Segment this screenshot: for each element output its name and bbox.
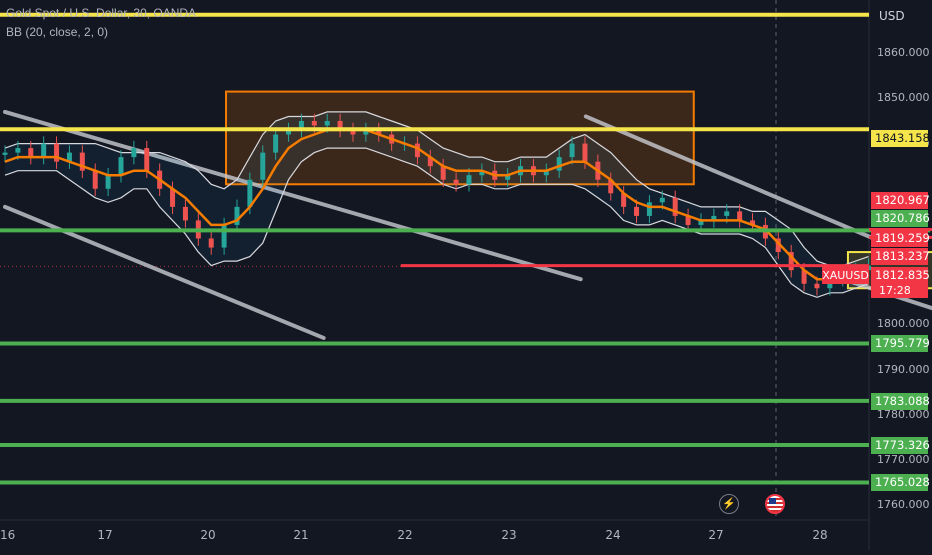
band-lower	[4, 147, 869, 298]
candle-body	[286, 130, 292, 135]
candle-body	[788, 252, 794, 271]
price-label-badge: 1843.158	[871, 130, 930, 147]
candle-body	[750, 220, 756, 225]
symbol-tag: XAUUSD	[822, 267, 869, 284]
candle-body	[273, 134, 279, 153]
price-label-badge: 1765.028	[871, 474, 930, 492]
candle-body	[814, 283, 820, 289]
candle-body	[221, 224, 227, 248]
time-tick-label: 28	[812, 528, 828, 542]
chart-title[interactable]: Gold Spot / U.S. Dollar, 30, OANDA	[6, 6, 197, 20]
time-tick-label: 16	[0, 528, 16, 542]
candle-body	[621, 193, 627, 207]
candle-body	[337, 120, 343, 131]
candle-body	[711, 215, 717, 221]
candle-body	[298, 120, 304, 131]
indicator-legend[interactable]: BB (20, close, 2, 0)	[6, 25, 109, 39]
candle-body	[608, 179, 614, 194]
candle-body	[543, 170, 549, 176]
channel-lower	[3, 204, 326, 340]
price-label-badge: 1820.786	[871, 210, 930, 227]
candle-body	[685, 215, 691, 225]
candle-body	[170, 188, 176, 207]
candle-body	[144, 148, 150, 171]
candle-body	[453, 179, 459, 185]
price-label-badge: 1812.835	[871, 267, 930, 284]
time-tick-label: 17	[97, 528, 113, 542]
candle-body	[724, 211, 730, 216]
us-flag-icon[interactable]	[765, 494, 785, 514]
candle-body	[260, 152, 266, 180]
candle-body	[414, 143, 420, 158]
price-label-badge: 1783.088	[871, 392, 930, 410]
candle-body	[54, 143, 60, 162]
candle-body	[556, 157, 562, 171]
time-tick-label: 22	[397, 528, 413, 542]
price-tick-label: 1800.000	[877, 317, 930, 331]
moving-average	[4, 128, 869, 281]
price-label-badge: 1773.326	[871, 436, 930, 454]
price-label-badge: 1819.259	[871, 230, 930, 247]
candle-body	[646, 202, 652, 216]
time-tick-label: 23	[501, 528, 517, 542]
time-tick-label: 21	[293, 528, 309, 542]
candle-body	[131, 148, 137, 158]
candle-body	[569, 143, 575, 158]
candle-body	[324, 120, 330, 126]
price-tick-label: 1780.000	[877, 407, 930, 421]
candle-body	[41, 143, 47, 158]
bar-countdown: 17:28	[871, 283, 928, 298]
candle-body	[801, 270, 807, 284]
candle-body	[247, 179, 253, 207]
candle-body	[672, 197, 678, 216]
candle-body	[66, 152, 72, 162]
currency-label[interactable]: USD	[879, 9, 905, 23]
candle-body	[659, 197, 665, 203]
candle-body	[466, 175, 472, 185]
candle-body	[440, 166, 446, 180]
candle-body	[582, 143, 588, 162]
price-tick-label: 1770.000	[877, 453, 930, 466]
candle-body	[118, 157, 124, 176]
candle-body	[28, 148, 34, 158]
lightning-icon[interactable]: ⚡	[719, 494, 739, 514]
price-tick-label: 1850.000	[877, 91, 930, 105]
channel-upper-right	[583, 114, 876, 241]
candle-body	[775, 238, 781, 253]
channel-upper	[3, 109, 583, 282]
candle-body	[234, 206, 240, 225]
candle-body	[427, 157, 433, 167]
candle-body	[182, 206, 188, 221]
time-tick-label: 20	[200, 528, 216, 542]
price-label-badge: 1795.779	[871, 335, 930, 353]
price-label-badge: 1813.237	[871, 248, 930, 265]
candle-body	[737, 211, 743, 221]
candle-body	[208, 238, 214, 248]
candle-body	[376, 130, 382, 135]
time-tick-label: 27	[708, 528, 724, 542]
time-tick-label: 24	[605, 528, 621, 542]
candle-body	[634, 206, 640, 216]
candle-body	[2, 152, 8, 155]
candle-body	[363, 130, 369, 135]
candle-body	[311, 120, 317, 126]
price-label-badge: 1820.967	[871, 192, 930, 209]
price-tick-label: 1790.000	[877, 362, 930, 376]
candle-body	[92, 170, 98, 189]
candle-body	[479, 170, 485, 176]
candle-body	[350, 130, 356, 135]
candle-body	[15, 148, 21, 153]
band-fill	[5, 111, 869, 298]
candle-body	[698, 220, 704, 225]
candle-body	[105, 175, 111, 189]
price-tick-label: 1860.000	[877, 46, 930, 60]
price-tick-label: 1760.000	[877, 498, 930, 512]
candle-body	[505, 175, 511, 180]
candle-body	[79, 152, 85, 171]
